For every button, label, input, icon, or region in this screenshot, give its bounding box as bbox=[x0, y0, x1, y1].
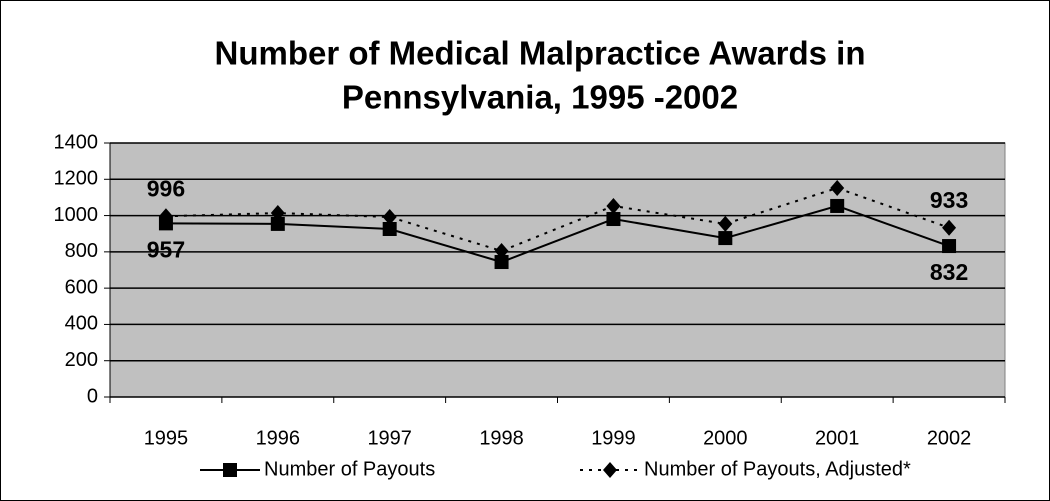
x-tick-label: 1999 bbox=[591, 427, 636, 449]
y-tick-label: 1400 bbox=[54, 131, 99, 153]
x-tick-label: 1995 bbox=[144, 427, 189, 449]
x-tick-label: 1997 bbox=[367, 427, 412, 449]
data-label: 933 bbox=[930, 187, 968, 213]
data-label: 996 bbox=[147, 175, 185, 201]
data-point bbox=[942, 239, 957, 254]
x-tick-label: 1998 bbox=[479, 427, 524, 449]
plot-area bbox=[109, 142, 1006, 398]
chart-title: Pennsylvania, 1995 -2002 bbox=[342, 79, 738, 116]
data-point bbox=[830, 179, 845, 196]
data-point bbox=[270, 205, 285, 222]
data-point bbox=[270, 216, 285, 231]
data-point bbox=[382, 209, 397, 226]
data-point bbox=[494, 242, 509, 259]
data-label: 957 bbox=[147, 236, 185, 262]
data-point bbox=[942, 219, 957, 236]
chart-title: Number of Medical Malpractice Awards in bbox=[214, 35, 865, 72]
legend-marker bbox=[223, 463, 237, 477]
x-tick-label: 2001 bbox=[815, 427, 860, 449]
data-point bbox=[382, 221, 397, 236]
legend-marker bbox=[603, 462, 617, 478]
data-point bbox=[158, 208, 173, 225]
legend-label: Number of Payouts, Adjusted* bbox=[644, 458, 911, 480]
data-point bbox=[718, 231, 733, 246]
y-tick-label: 400 bbox=[65, 313, 98, 335]
data-point bbox=[494, 255, 509, 270]
legend-label: Number of Payouts bbox=[264, 458, 435, 480]
y-tick-label: 1200 bbox=[54, 168, 99, 190]
series-line bbox=[165, 204, 950, 264]
y-tick-label: 1000 bbox=[54, 204, 99, 226]
data-label: 832 bbox=[930, 259, 968, 285]
data-point bbox=[718, 215, 733, 232]
y-tick-label: 600 bbox=[65, 276, 98, 298]
x-tick-label: 2002 bbox=[927, 427, 972, 449]
y-tick-label: 200 bbox=[65, 349, 98, 371]
data-point bbox=[830, 198, 845, 213]
y-tick-label: 800 bbox=[65, 240, 98, 262]
y-tick-label: 0 bbox=[87, 385, 98, 407]
data-point bbox=[606, 212, 621, 227]
x-tick-label: 2000 bbox=[703, 427, 748, 449]
data-point bbox=[606, 197, 621, 214]
x-tick-label: 1996 bbox=[256, 427, 301, 449]
